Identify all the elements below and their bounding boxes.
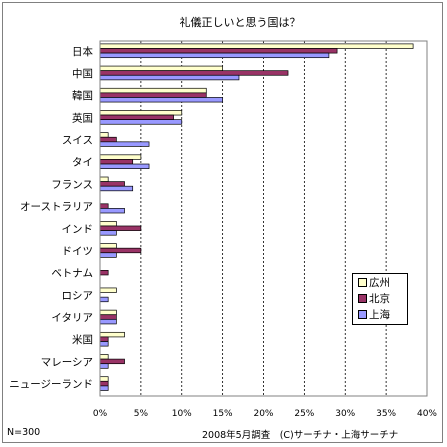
bar-2-9 bbox=[99, 252, 117, 258]
category-label: ベトナム bbox=[51, 268, 93, 280]
legend-label-guangzhou: 広州 bbox=[369, 277, 390, 289]
bar-1-3 bbox=[99, 114, 174, 120]
category-label: スイス bbox=[62, 135, 93, 147]
category-label: 韓国 bbox=[72, 90, 93, 102]
bars bbox=[99, 43, 414, 391]
sample-size-note: N=300 bbox=[7, 427, 41, 438]
category-label: インド bbox=[62, 223, 94, 235]
bar-0-9 bbox=[99, 243, 117, 249]
legend-swatch-shanghai bbox=[358, 310, 367, 319]
bar-0-1 bbox=[99, 65, 223, 72]
bar-2-14 bbox=[99, 363, 109, 369]
legend: 広州 北京 上海 bbox=[352, 273, 408, 325]
bar-0-8 bbox=[99, 221, 117, 227]
bar-0-2 bbox=[99, 87, 207, 94]
bar-1-14 bbox=[99, 358, 125, 365]
bar-0-13 bbox=[99, 331, 125, 338]
category-labels: 日本中国韓国英国スイスタイフランスオーストラリアインドドイツベトナムロシアイタリ… bbox=[9, 45, 93, 391]
x-tick-label: 15% bbox=[213, 409, 233, 419]
category-label: フランス bbox=[51, 179, 93, 191]
bar-1-2 bbox=[99, 92, 207, 98]
x-tick-label: 30% bbox=[335, 409, 355, 419]
x-tick-label: 20% bbox=[253, 409, 273, 419]
bar-0-0 bbox=[99, 43, 414, 49]
bar-1-9 bbox=[99, 247, 142, 254]
bar-0-4 bbox=[99, 132, 109, 138]
legend-item-beijing: 北京 bbox=[358, 292, 390, 305]
bar-1-0 bbox=[99, 48, 338, 54]
plot-area-border bbox=[99, 40, 428, 397]
bar-1-10 bbox=[99, 270, 109, 276]
bar-2-0 bbox=[99, 52, 330, 59]
legend-item-shanghai: 上海 bbox=[358, 308, 390, 321]
category-label: マレーシア bbox=[41, 356, 93, 368]
category-label: ドイツ bbox=[62, 245, 94, 257]
bar-1-8 bbox=[99, 225, 142, 231]
bar-1-15 bbox=[99, 380, 109, 387]
bar-2-11 bbox=[99, 296, 109, 303]
bar-2-7 bbox=[99, 208, 125, 214]
bar-0-11 bbox=[99, 287, 117, 293]
bar-1-4 bbox=[99, 136, 117, 143]
bar-0-12 bbox=[99, 309, 117, 316]
bar-1-5 bbox=[99, 159, 134, 165]
bar-1-6 bbox=[99, 181, 125, 187]
chart-title: 礼儀正しいと思う国は？ bbox=[180, 15, 301, 29]
legend-label-beijing: 北京 bbox=[369, 293, 390, 305]
legend-swatch-guangzhou bbox=[358, 278, 367, 287]
bar-0-3 bbox=[99, 110, 183, 116]
legend-swatch-beijing bbox=[358, 294, 367, 303]
category-label: オーストラリア bbox=[20, 201, 93, 213]
category-label: ロシア bbox=[62, 290, 94, 302]
x-tick-label: 40% bbox=[417, 409, 437, 419]
category-label: タイ bbox=[72, 157, 93, 169]
bar-2-13 bbox=[99, 341, 109, 347]
bar-2-2 bbox=[99, 97, 223, 103]
bar-1-7 bbox=[99, 203, 109, 209]
bar-2-1 bbox=[99, 74, 240, 81]
legend-label-shanghai: 上海 bbox=[369, 309, 390, 321]
bar-2-3 bbox=[99, 119, 183, 125]
x-tick-label: 10% bbox=[172, 409, 192, 419]
category-label: 英国 bbox=[72, 111, 93, 124]
bar-0-14 bbox=[99, 354, 109, 360]
bar-1-12 bbox=[99, 314, 117, 320]
x-tick-labels: 0% 5% 10% 15% 20% 25% 30% 35% 40% bbox=[93, 409, 438, 419]
bar-2-6 bbox=[99, 185, 134, 192]
category-label: 米国 bbox=[72, 333, 93, 346]
bar-0-5 bbox=[99, 154, 142, 160]
x-tick-label: 25% bbox=[294, 409, 314, 419]
x-tick-label: 5% bbox=[134, 409, 149, 419]
source-note: 2008年5月調査 (C)サーチナ・上海サーチナ bbox=[202, 430, 399, 441]
bar-2-8 bbox=[99, 230, 117, 236]
grid-lines bbox=[140, 41, 387, 396]
category-label: 日本 bbox=[72, 45, 93, 58]
category-label: イタリア bbox=[51, 312, 93, 324]
bar-1-13 bbox=[99, 336, 109, 342]
bar-0-15 bbox=[99, 376, 109, 382]
legend-item-guangzhou: 広州 bbox=[358, 276, 390, 289]
bar-2-15 bbox=[99, 385, 109, 391]
category-label: ニュージーランド bbox=[9, 379, 93, 391]
x-tick-label: 0% bbox=[93, 409, 108, 419]
category-label: 中国 bbox=[72, 67, 93, 80]
bar-2-12 bbox=[99, 318, 117, 325]
bar-0-6 bbox=[99, 176, 109, 182]
bar-2-4 bbox=[99, 141, 150, 147]
bar-2-5 bbox=[99, 163, 150, 169]
x-tick-label: 35% bbox=[376, 409, 396, 419]
bar-1-1 bbox=[99, 70, 289, 76]
